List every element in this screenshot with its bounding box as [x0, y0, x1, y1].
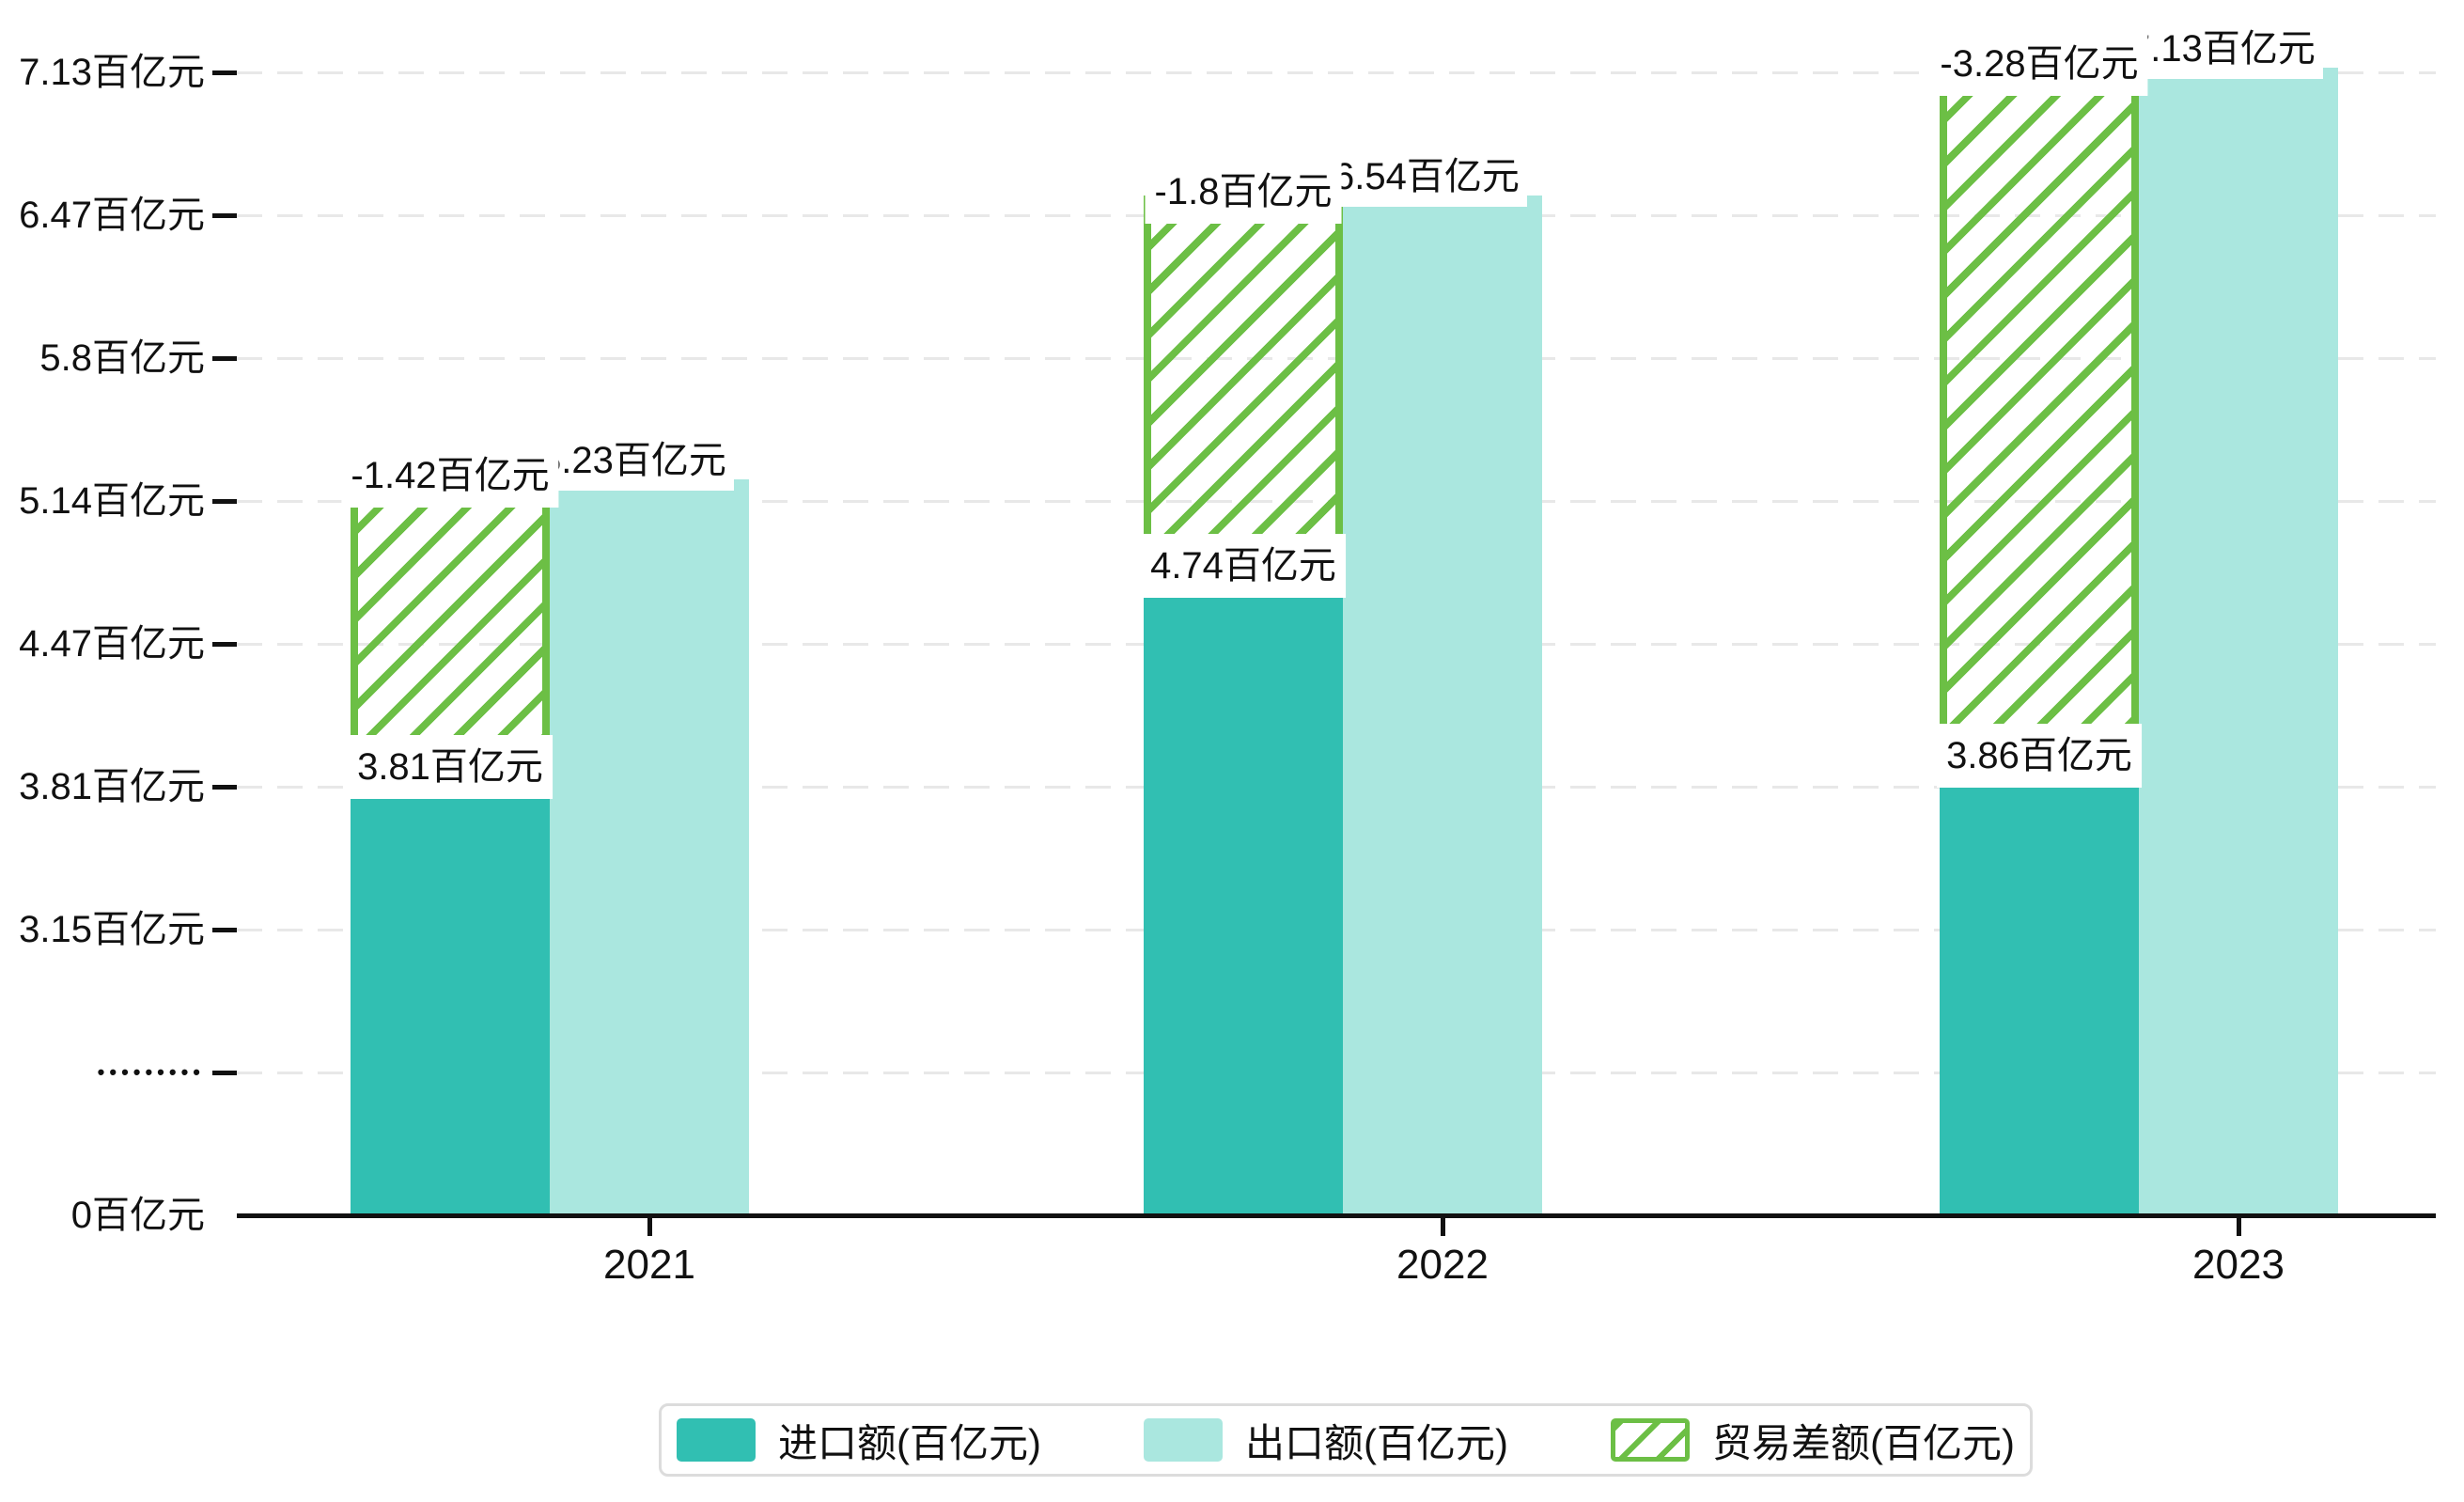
x-axis-tick-mark — [1441, 1215, 1445, 1236]
legend: 进口额(百亿元) 出口额(百亿元) 贸易差额(百亿元) — [659, 1403, 2033, 1477]
trade-balance-bar-2023 — [1940, 68, 2139, 775]
legend-swatch-export-icon — [1144, 1418, 1223, 1462]
import-value-label: 4.74百亿元 — [1141, 534, 1346, 598]
x-axis-label-2021: 2021 — [603, 1242, 695, 1288]
y-axis-tick-mark — [212, 1071, 237, 1075]
y-axis-tick-mark — [212, 642, 237, 647]
y-axis-tick-label: 5.14百亿元 — [19, 480, 205, 522]
y-axis-tick-label: 0百亿元 — [70, 1195, 205, 1236]
balance-value-label: -1.8百亿元 — [1145, 160, 1342, 224]
y-axis-tick-mark — [212, 928, 237, 932]
trade-balance-bar-2022 — [1144, 196, 1343, 586]
y-axis-tick-label: 5.8百亿元 — [39, 337, 205, 379]
export-bar-2023 — [2139, 68, 2338, 1215]
balance-value-label: -1.42百亿元 — [341, 444, 559, 508]
y-axis-tick-mark — [212, 499, 237, 504]
legend-item-import[interactable]: 进口额(百亿元) — [677, 1412, 1041, 1469]
import-bar-2023 — [1940, 775, 2139, 1215]
y-axis-tick-label: 7.13百亿元 — [19, 52, 205, 93]
export-value-label: 7.13百亿元 — [2122, 19, 2323, 79]
axis-baseline — [237, 1213, 2436, 1218]
legend-swatch-import-icon — [677, 1418, 756, 1462]
y-axis-tick-label: 6.47百亿元 — [19, 195, 205, 236]
import-value-label: 3.81百亿元 — [348, 735, 553, 799]
y-axis-tick-mark — [212, 70, 237, 75]
import-value-label: 3.86百亿元 — [1937, 724, 2142, 788]
gridline — [237, 71, 2436, 74]
legend-item-export[interactable]: 出口额(百亿元) — [1144, 1412, 1508, 1469]
legend-swatch-balance-hatched-icon — [1611, 1418, 1690, 1462]
y-axis-break-label: ••••••••• — [97, 1060, 205, 1084]
x-axis-label-2023: 2023 — [2192, 1242, 2285, 1288]
export-bar-2022 — [1343, 196, 1542, 1215]
y-axis-tick-mark — [212, 785, 237, 790]
balance-value-label: -3.28百亿元 — [1930, 32, 2148, 96]
import-bar-2022 — [1144, 586, 1343, 1215]
export-bar-2021 — [550, 479, 749, 1215]
legend-label-export: 出口额(百亿元) — [1245, 1420, 1508, 1465]
y-axis-tick-label: 3.81百亿元 — [19, 766, 205, 807]
x-axis-tick-mark — [647, 1215, 652, 1236]
y-axis-tick-label: 3.15百亿元 — [19, 909, 205, 950]
y-axis-tick-mark — [212, 356, 237, 361]
legend-label-balance: 贸易差额(百亿元) — [1712, 1420, 2015, 1465]
x-axis-tick-mark — [2237, 1215, 2241, 1236]
legend-label-import: 进口额(百亿元) — [778, 1420, 1041, 1465]
y-axis-tick-mark — [212, 213, 237, 218]
legend-item-balance[interactable]: 贸易差额(百亿元) — [1611, 1412, 2015, 1469]
export-value-label: 5.23百亿元 — [533, 430, 734, 491]
y-axis-tick-label: 4.47百亿元 — [19, 623, 205, 665]
import-bar-2021 — [351, 787, 550, 1215]
x-axis-label-2022: 2022 — [1396, 1242, 1489, 1288]
export-value-label: 6.54百亿元 — [1326, 147, 1527, 207]
